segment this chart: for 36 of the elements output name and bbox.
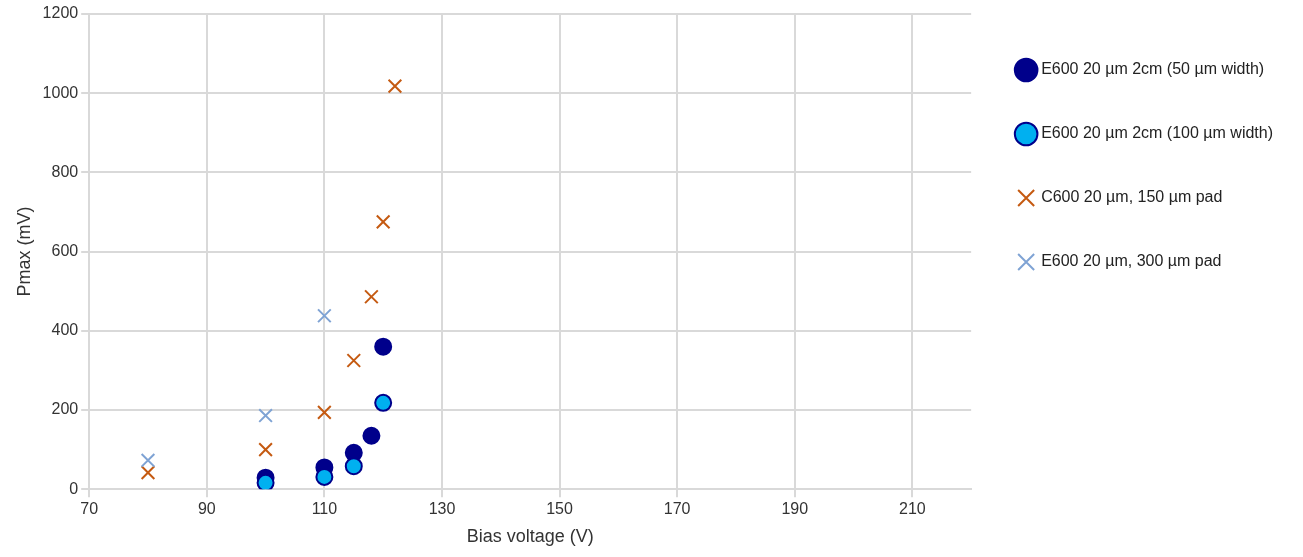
y-tick-label: 200 — [51, 400, 79, 418]
x-tick-label: 150 — [546, 500, 574, 518]
point — [258, 408, 273, 423]
point — [317, 308, 332, 324]
point — [258, 442, 273, 457]
y-tick-label: 600 — [51, 242, 79, 260]
x-tick-label: 130 — [428, 500, 456, 518]
point — [346, 353, 362, 368]
point — [140, 465, 156, 480]
legend-label: E600 20 µm 2cm (100 µm width) — [1041, 124, 1273, 142]
y-tick-label: 400 — [51, 321, 79, 339]
x-tick-label: 190 — [781, 500, 809, 518]
point — [256, 473, 275, 490]
point — [317, 405, 332, 420]
legend-label: E600 20 µm 2cm (50 µm width) — [1041, 60, 1265, 78]
x-tick-label: 210 — [898, 500, 926, 518]
point — [374, 337, 393, 356]
y-axis-title: Pmax (mV) — [13, 206, 34, 297]
x-axis-title: Bias voltage (V) — [466, 526, 594, 547]
legend-label: E600 20 µm, 300 µm pad — [1041, 252, 1222, 270]
x-tick-label: 110 — [311, 500, 338, 518]
y-tick-label: 800 — [51, 162, 79, 180]
point — [364, 289, 379, 305]
point — [362, 426, 381, 445]
point — [374, 393, 393, 412]
x-tick-label: 90 — [197, 500, 216, 518]
x-tick-label: 170 — [663, 500, 691, 518]
point — [140, 452, 156, 468]
point — [344, 457, 363, 476]
point — [387, 78, 403, 94]
point — [375, 214, 391, 230]
y-tick-label: 1200 — [42, 4, 79, 22]
legend-label: C600 20 µm, 150 µm pad — [1041, 188, 1223, 206]
y-tick-label: 0 — [69, 479, 79, 497]
x-tick-label: 70 — [80, 500, 99, 518]
y-tick-label: 1000 — [42, 83, 79, 101]
